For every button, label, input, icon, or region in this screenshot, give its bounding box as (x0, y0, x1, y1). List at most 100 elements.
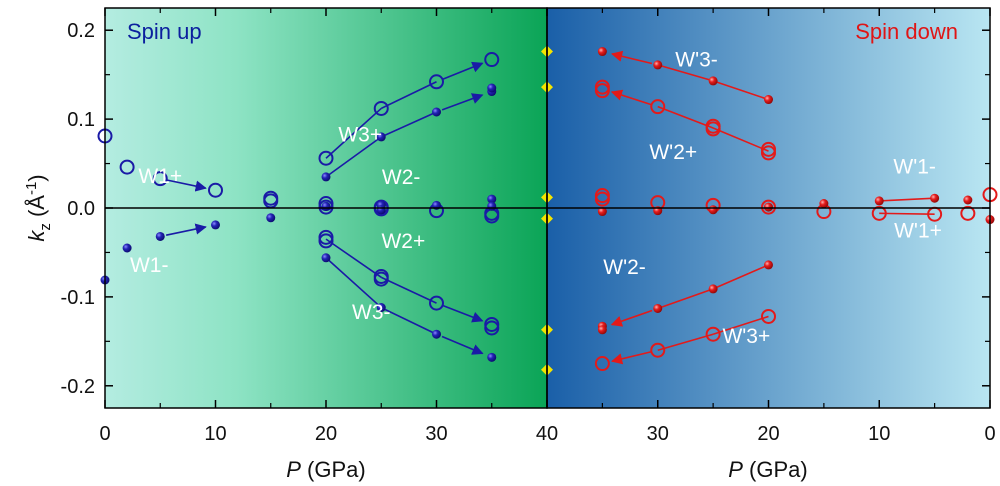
right-open-marker (705, 121, 721, 137)
right-x-tick-label: 20 (757, 423, 779, 445)
right-filled-marker (874, 196, 884, 206)
left-filled-marker (376, 303, 386, 313)
left-arrow (441, 335, 484, 355)
left-connector-line (325, 136, 382, 178)
right-connector-line (657, 288, 714, 310)
right-filled-marker (653, 303, 663, 313)
left-x-tick-label: 10 (204, 423, 226, 445)
right-filled-marker (597, 47, 607, 57)
right-filled-marker (764, 260, 773, 270)
right-open-marker (705, 326, 721, 342)
right-open-marker (761, 199, 776, 215)
right-panel-title: Spin down (855, 19, 958, 44)
right-open-marker (761, 145, 776, 161)
left-connector-line (380, 306, 437, 335)
right-open-marker (594, 356, 610, 372)
right-filled-marker (708, 205, 718, 215)
y-tick-label: -0.2 (61, 376, 95, 398)
right-connector-line (879, 197, 935, 202)
y-tick-label: 0.0 (67, 198, 95, 220)
left-filled-marker (321, 253, 331, 263)
left-open-marker (318, 199, 334, 215)
right-weyl-label: W'1+ (894, 219, 942, 242)
y-tick-label: -0.1 (61, 287, 95, 309)
left-arrow (441, 93, 484, 111)
left-arrow (165, 223, 207, 236)
right-open-marker (650, 342, 666, 358)
left-open-marker (373, 271, 389, 287)
left-arrow (441, 304, 484, 323)
right-filled-marker (597, 207, 607, 217)
left-filled-marker (321, 172, 331, 182)
left-open-marker (318, 150, 334, 166)
left-filled-marker (376, 132, 386, 142)
left-filled-marker (432, 107, 441, 117)
left-filled-marker (487, 83, 497, 93)
left-filled-marker (487, 352, 497, 362)
right-filled-marker (708, 284, 718, 294)
left-x-axis-title: P (GPa) (286, 457, 365, 482)
right-connector-line (712, 264, 769, 290)
left-open-marker (429, 295, 444, 311)
right-open-marker (650, 99, 666, 115)
left-filled-marker (155, 231, 165, 241)
right-filled-marker (597, 325, 607, 335)
left-connector-line (325, 238, 382, 278)
right-panel-data: W'3- W'2+ W'1- W'1+ W'2- W'3+ (594, 47, 998, 372)
left-filled-marker (487, 194, 497, 204)
left-x-tick-label: 30 (425, 423, 447, 445)
left-filled-marker (432, 329, 441, 339)
left-open-marker (373, 100, 389, 116)
right-weyl-label: W'2- (603, 256, 646, 279)
right-open-marker (871, 205, 887, 221)
left-weyl-label: W3- (352, 301, 391, 324)
right-open-marker (761, 308, 776, 324)
left-weyl-label: W3+ (338, 123, 382, 146)
right-x-axis-title: P (GPa) (728, 457, 807, 482)
right-filled-marker (963, 195, 973, 205)
right-arrow (611, 350, 653, 365)
left-open-marker (318, 233, 334, 249)
right-connector-line (712, 80, 769, 101)
right-filled-marker (764, 95, 773, 105)
y-axis-title: kz (Å-1) (23, 174, 54, 241)
left-open-marker (484, 320, 500, 336)
left-weyl-label: W2+ (381, 230, 425, 253)
y-tick-label: 0.1 (67, 109, 95, 131)
left-weyl-label: W1- (130, 254, 169, 277)
left-connector-line (380, 81, 437, 110)
left-x-tick-label: 0 (99, 423, 110, 445)
left-x-tick-label: 40 (536, 423, 558, 445)
left-panel-data: W1+ W1- W3+W2- W2+ W3- (97, 52, 500, 362)
right-arrow (611, 50, 653, 65)
left-panel-title: Spin up (127, 19, 202, 44)
right-connector-line (879, 212, 935, 216)
right-arrow (610, 89, 653, 106)
y-tick-label: 0.2 (67, 20, 95, 42)
right-weyl-label: W'2+ (649, 141, 697, 164)
right-open-marker (594, 191, 610, 207)
right-x-tick-label: 0 (984, 423, 995, 445)
right-weyl-label: W'3- (675, 49, 718, 72)
right-connector-line (712, 127, 769, 152)
left-weyl-label: W1+ (138, 165, 182, 188)
right-weyl-label: W'3+ (722, 325, 770, 348)
right-connector-line (712, 315, 769, 335)
left-open-marker (152, 171, 168, 187)
right-open-marker (960, 205, 976, 221)
left-connector-line (325, 107, 382, 159)
axis-ticks: 0.2 0.1 0.0 -0.1 -0.2 0 10 20 30 40 30 20 10 0 (61, 8, 996, 445)
left-open-marker (429, 74, 444, 90)
left-weyl-label: W2- (382, 166, 421, 189)
right-filled-marker (764, 202, 773, 212)
right-connector-line (657, 64, 714, 82)
left-connector-line (380, 111, 437, 138)
right-connector-line (657, 105, 714, 129)
left-open-marker (119, 159, 135, 175)
right-connector-line (657, 333, 714, 351)
right-filled-marker (708, 76, 718, 86)
left-filled-marker (376, 205, 386, 215)
right-arrow (610, 309, 653, 327)
left-filled-marker (122, 243, 132, 253)
